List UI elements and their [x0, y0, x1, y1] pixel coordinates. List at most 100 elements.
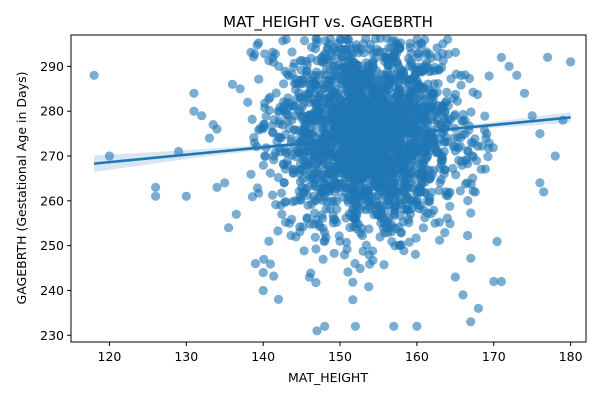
data-point	[261, 111, 271, 121]
data-point	[361, 79, 371, 89]
data-point	[463, 159, 473, 169]
data-point	[269, 155, 279, 165]
data-point	[317, 210, 327, 220]
data-point	[457, 129, 467, 139]
data-point	[342, 52, 352, 62]
data-point	[318, 254, 328, 264]
data-point	[279, 79, 289, 89]
data-point	[519, 88, 530, 98]
data-point	[370, 35, 381, 44]
data-point	[345, 172, 355, 182]
data-point	[382, 35, 392, 43]
data-point	[550, 151, 560, 161]
data-point	[311, 278, 321, 288]
data-point	[255, 123, 265, 134]
data-point	[332, 196, 342, 206]
data-point	[406, 56, 416, 66]
data-point	[303, 157, 313, 167]
data-point	[454, 155, 464, 165]
data-point	[329, 42, 340, 52]
data-point	[368, 246, 378, 256]
data-point	[181, 191, 191, 201]
data-point	[343, 195, 353, 205]
data-point	[258, 285, 268, 296]
data-point	[304, 272, 314, 282]
data-point	[410, 105, 420, 115]
data-point	[415, 201, 425, 211]
data-point	[260, 49, 270, 59]
data-point	[322, 159, 332, 170]
data-point	[316, 115, 326, 125]
data-point	[443, 35, 453, 45]
data-point	[376, 142, 386, 152]
data-point	[360, 97, 370, 107]
data-point	[413, 49, 423, 59]
data-point	[409, 123, 419, 133]
data-point	[418, 169, 429, 179]
data-point	[483, 152, 493, 162]
data-point	[271, 200, 281, 210]
data-point	[353, 60, 363, 70]
data-point	[376, 218, 386, 228]
data-point	[376, 115, 386, 125]
data-point	[395, 195, 405, 205]
data-point	[348, 277, 358, 287]
data-point	[320, 321, 330, 331]
data-point	[269, 271, 279, 281]
data-point	[386, 43, 396, 54]
data-point	[350, 109, 360, 120]
data-point	[320, 36, 330, 46]
data-point	[484, 71, 494, 81]
data-point	[489, 276, 499, 287]
data-point	[422, 119, 432, 129]
data-point	[268, 47, 278, 57]
data-point	[437, 101, 447, 111]
data-point	[350, 321, 360, 331]
data-point	[326, 101, 336, 111]
data-point	[295, 227, 305, 237]
data-point	[294, 75, 305, 85]
data-point	[378, 161, 388, 171]
data-point	[277, 209, 287, 219]
y-tick-label: 260	[40, 193, 64, 208]
data-point	[334, 231, 344, 241]
data-point	[399, 188, 409, 198]
data-point	[220, 178, 230, 188]
data-point	[302, 120, 312, 130]
data-point	[274, 61, 284, 71]
data-point	[271, 147, 281, 157]
data-point	[426, 53, 436, 63]
data-point	[324, 74, 334, 84]
data-point	[403, 200, 413, 210]
data-point	[535, 129, 545, 139]
data-point	[292, 94, 302, 104]
data-point	[276, 188, 287, 198]
data-point	[455, 186, 465, 196]
data-point	[287, 115, 297, 125]
data-point	[422, 196, 432, 206]
data-point	[321, 129, 331, 139]
confidence-band	[94, 112, 571, 172]
data-point	[412, 321, 422, 331]
data-point	[286, 230, 296, 241]
data-point	[337, 169, 347, 179]
data-point	[332, 217, 342, 227]
data-point	[354, 156, 364, 167]
data-point	[310, 160, 320, 170]
data-point	[369, 210, 379, 220]
data-point	[376, 204, 386, 214]
data-point	[246, 169, 256, 179]
y-axis: 230 240 250 260 270 280 290	[40, 59, 71, 343]
data-point	[151, 191, 161, 201]
data-point	[387, 76, 398, 86]
data-point	[305, 80, 315, 90]
data-point	[435, 235, 445, 245]
data-point	[281, 217, 291, 227]
data-point	[449, 133, 459, 143]
data-point	[224, 223, 234, 233]
data-point	[353, 48, 363, 58]
data-point	[312, 150, 322, 160]
data-point	[539, 187, 549, 197]
data-point	[381, 169, 391, 180]
data-point	[258, 267, 268, 278]
